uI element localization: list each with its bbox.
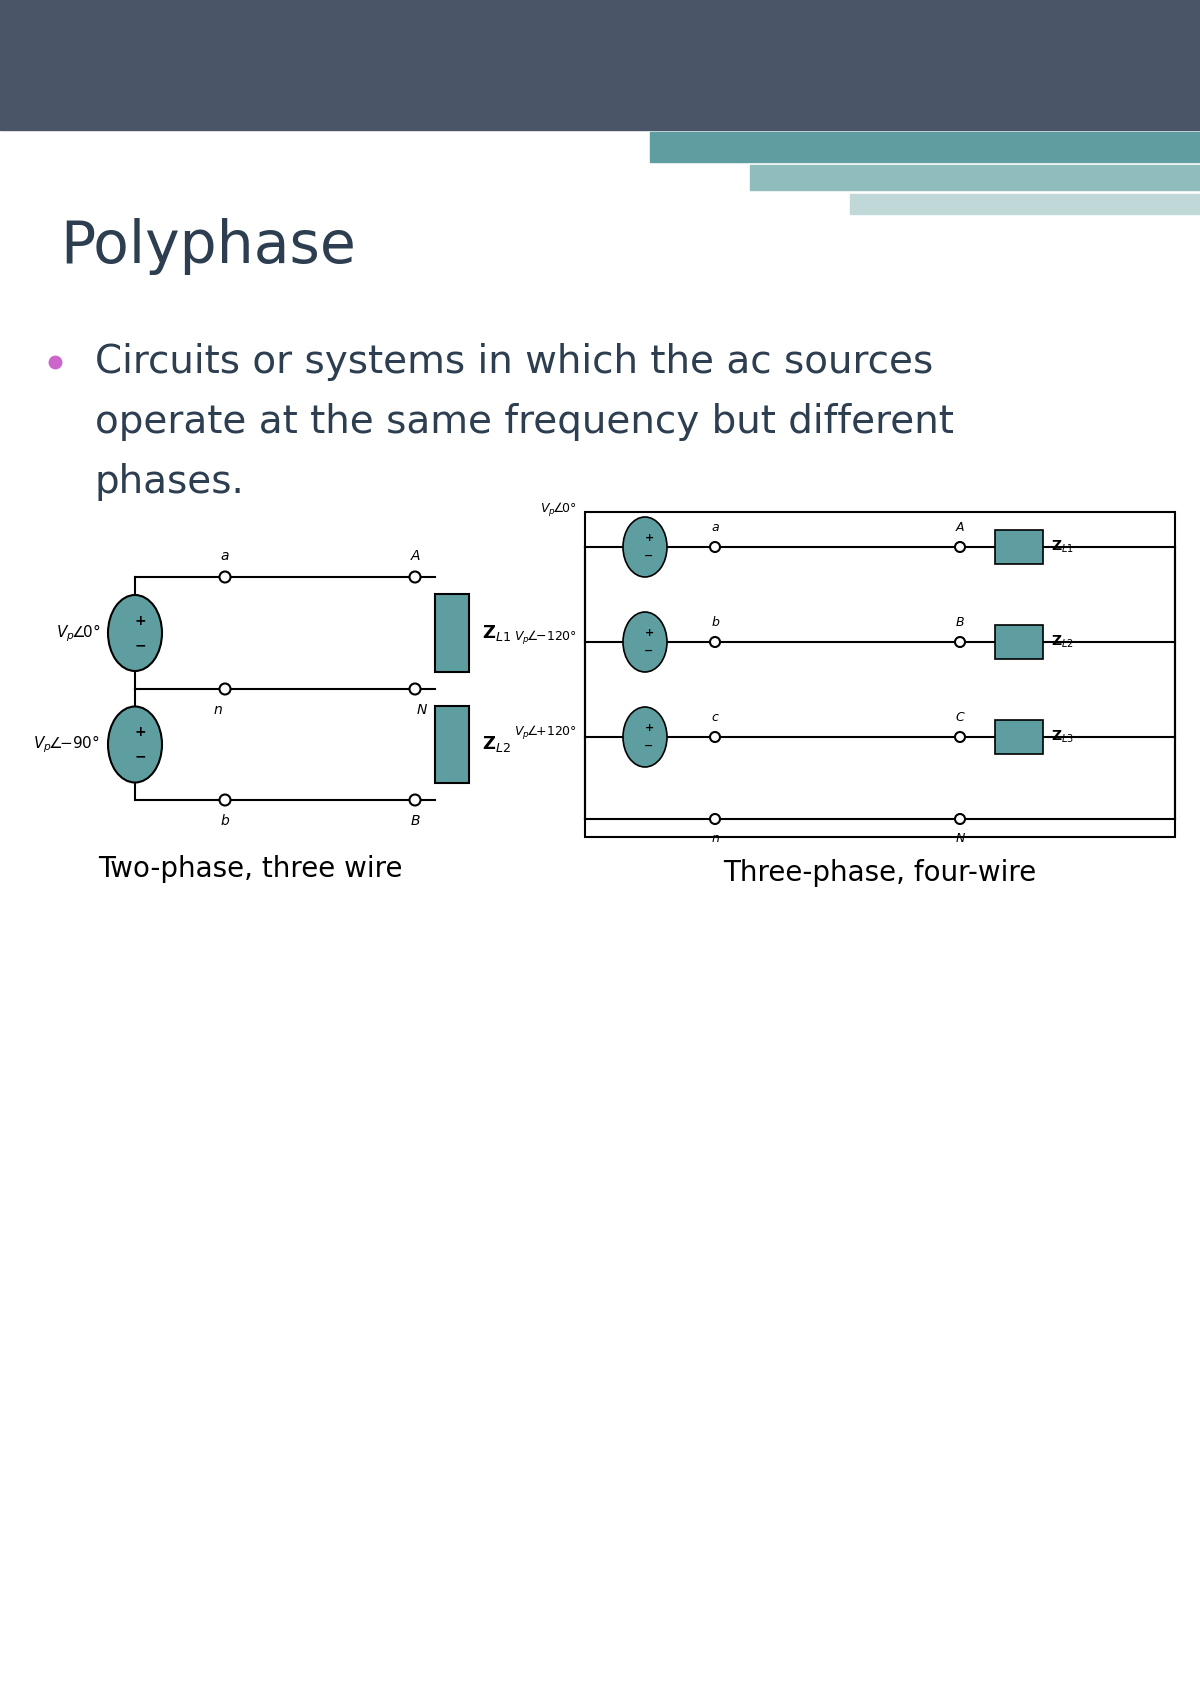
Circle shape [220,684,230,694]
Text: +: + [134,726,146,740]
Circle shape [955,636,965,647]
Text: A: A [410,550,420,563]
Text: $\mathbf{Z}_{L1}$: $\mathbf{Z}_{L1}$ [1051,540,1074,555]
Text: $V_p\!\angle\!{-90°}$: $V_p\!\angle\!{-90°}$ [34,733,100,755]
Text: phases.: phases. [95,463,245,501]
Text: Two-phase, three wire: Two-phase, three wire [97,855,402,882]
Text: b: b [221,815,229,828]
Text: N: N [955,832,965,845]
Bar [586,512,1175,837]
Text: $V_p\!\angle\!{+120°}$: $V_p\!\angle\!{+120°}$ [514,725,577,742]
Circle shape [955,541,965,552]
Text: B: B [410,815,420,828]
Text: −: − [134,750,146,764]
Bar [434,594,469,672]
Ellipse shape [623,613,667,672]
Text: b: b [712,616,719,630]
Circle shape [409,572,420,582]
Text: n: n [214,703,222,718]
Text: +: + [644,628,654,638]
Text: C: C [955,711,965,725]
Text: $V_p\!\angle\!{-120°}$: $V_p\!\angle\!{-120°}$ [514,630,577,647]
Text: a: a [221,550,229,563]
Text: $\mathbf{Z}_{L3}$: $\mathbf{Z}_{L3}$ [1051,728,1074,745]
Text: c: c [712,711,719,725]
Text: operate at the same frequency but different: operate at the same frequency but differ… [95,402,954,441]
Text: $V_p\!\angle\!0°$: $V_p\!\angle\!0°$ [55,623,100,643]
Circle shape [710,636,720,647]
Bar [0,0,1200,131]
Text: Three-phase, four-wire: Three-phase, four-wire [724,859,1037,888]
Text: −: − [644,647,654,657]
Text: A: A [955,521,965,535]
Text: B: B [955,616,965,630]
Circle shape [409,684,420,694]
Text: Circuits or systems in which the ac sources: Circuits or systems in which the ac sour… [95,343,934,382]
Circle shape [409,794,420,806]
Circle shape [710,731,720,742]
Text: $\mathbf{Z}_{L2}$: $\mathbf{Z}_{L2}$ [1051,633,1074,650]
Bar [750,165,1200,190]
Ellipse shape [623,518,667,577]
Bar [995,624,1043,658]
Text: N: N [416,703,427,718]
Circle shape [220,794,230,806]
Text: a: a [712,521,719,535]
Text: +: + [644,533,654,543]
Bar [434,706,469,784]
Bar [995,529,1043,563]
Circle shape [955,815,965,825]
Text: −: − [134,638,146,652]
Text: Polyphase: Polyphase [60,219,356,275]
Ellipse shape [623,708,667,767]
Text: +: + [644,723,654,733]
Text: n: n [712,832,719,845]
Bar [650,132,1200,161]
Text: +: + [134,614,146,628]
Text: −: − [644,552,654,562]
Circle shape [955,731,965,742]
Ellipse shape [108,706,162,782]
Text: $\mathbf{Z}_{L1}$: $\mathbf{Z}_{L1}$ [482,623,511,643]
Text: $V_p\!\angle\!0°$: $V_p\!\angle\!0°$ [540,501,577,519]
Ellipse shape [108,596,162,670]
Circle shape [220,572,230,582]
Text: $\mathbf{Z}_{L2}$: $\mathbf{Z}_{L2}$ [482,735,511,755]
Circle shape [710,815,720,825]
Circle shape [710,541,720,552]
Bar [850,193,1200,214]
Text: −: − [644,742,654,752]
Bar [995,720,1043,753]
